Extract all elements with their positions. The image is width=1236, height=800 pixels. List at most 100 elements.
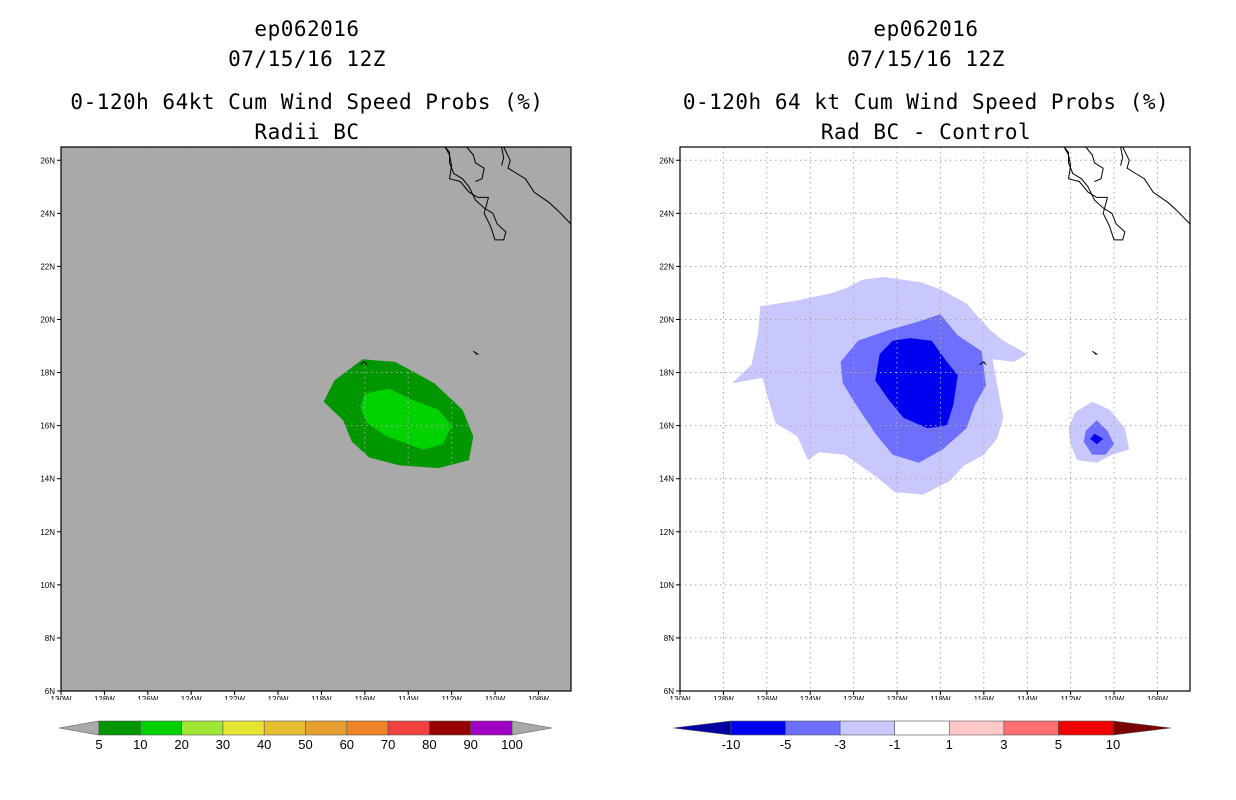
left-x-tick-label: 108W xyxy=(528,695,549,700)
left-x-tick-label: 116W xyxy=(355,695,376,700)
right-y-tick-label: 18N xyxy=(659,369,674,378)
right-chart-title: 0-120h 64 kt Cum Wind Speed Probs (%) xyxy=(682,90,1170,114)
right-colorbar-label: -3 xyxy=(834,737,846,752)
left-x-tick-label: 118W xyxy=(311,695,332,700)
right-datetime: 07/15/16 12Z xyxy=(847,47,1005,71)
right-colorbar-over-triangle xyxy=(1112,720,1172,736)
right-x-tick-label: 110W xyxy=(1104,695,1125,700)
left-chart-title: 0-120h 64kt Cum Wind Speed Probs (%) xyxy=(70,90,544,114)
left-colorbar-over-triangle xyxy=(511,720,553,736)
right-x-tick-label: 108W xyxy=(1147,695,1168,700)
left-coastline xyxy=(466,146,485,182)
left-colorbar-label: 80 xyxy=(422,737,436,752)
right-contour-5 xyxy=(875,338,958,429)
left-x-tick-label: 130W xyxy=(51,695,72,700)
left-colorbar-segment xyxy=(429,720,471,736)
right-colorbar-label: 10 xyxy=(1106,737,1120,752)
right-x-tick-label: 124W xyxy=(800,695,821,700)
right-y-tick-label: 10N xyxy=(659,581,674,590)
left-map-panel: 130W 128W 126W 124W 122W 120W 118W 116W 114W 112W… xyxy=(40,146,572,700)
left-colorbar-segment xyxy=(98,720,141,736)
right-colorbar-segment xyxy=(1003,720,1059,736)
left-coastline xyxy=(473,350,480,355)
left-x-tick-label: 110W xyxy=(485,695,506,700)
left-y-tick-label: 14N xyxy=(40,475,55,484)
right-colorbar-segment xyxy=(1058,720,1114,736)
right-x-tick-label: 130W xyxy=(670,695,691,700)
right-colorbar-label: -1 xyxy=(889,737,901,752)
right-x-tick-label: 118W xyxy=(930,695,951,700)
left-coastline xyxy=(503,146,572,225)
left-colorbar-under-triangle xyxy=(58,720,100,736)
right-y-tick-label: 14N xyxy=(659,475,674,484)
left-colorbar: 5 10 20 30 40 50 60 70 80 90 100 xyxy=(58,720,553,752)
right-chart-subtitle: Rad BC - Control xyxy=(820,120,1032,144)
left-colorbar-label: 90 xyxy=(463,737,477,752)
right-coastline xyxy=(1085,146,1104,182)
left-y-tick-label: 18N xyxy=(40,369,55,378)
left-coastline xyxy=(501,146,505,166)
right-contour-6 xyxy=(1090,433,1104,445)
left-plot-frame xyxy=(60,146,572,692)
right-colorbar-under-triangle xyxy=(672,720,732,736)
left-colorbar-segment xyxy=(305,720,348,736)
right-y-tick-label: 16N xyxy=(659,422,674,431)
right-coastline xyxy=(1122,146,1191,225)
right-coastline xyxy=(1063,146,1108,198)
left-datetime: 07/15/16 12Z xyxy=(228,47,386,71)
right-y-tick-label: 6N xyxy=(664,687,674,696)
right-colorbar-segment xyxy=(730,720,786,736)
right-title-block: ep062016 07/15/16 12Z 0-120h 64 kt Cum W… xyxy=(646,14,1206,147)
left-colorbar-segment xyxy=(470,720,513,736)
left-x-tick-label: 128W xyxy=(94,695,115,700)
right-x-tick-label: 116W xyxy=(974,695,995,700)
right-x-tick-label: 112W xyxy=(1060,695,1081,700)
left-colorbar-label: 40 xyxy=(257,737,271,752)
left-y-tick-label: 6N xyxy=(45,687,55,696)
left-coastline xyxy=(444,146,489,198)
right-plot-frame xyxy=(679,146,1191,692)
right-x-tick-label: 114W xyxy=(1017,695,1038,700)
right-x-tick-label: 120W xyxy=(887,695,908,700)
right-colorbar-segment xyxy=(785,720,841,736)
right-colorbar-label: 5 xyxy=(1055,737,1062,752)
left-colorbar-label: 5 xyxy=(95,737,102,752)
right-colorbar: -10 -5 -3 -1 1 3 5 10 xyxy=(672,720,1172,752)
left-plot-background xyxy=(61,147,571,691)
left-y-tick-label: 24N xyxy=(40,209,55,218)
right-y-tick-label: 22N xyxy=(659,262,674,271)
left-x-tick-label: 126W xyxy=(137,695,158,700)
left-x-tick-label: 124W xyxy=(181,695,202,700)
left-colorbar-segment xyxy=(181,720,224,736)
left-colorbar-segment xyxy=(346,720,389,736)
right-colorbar-segment xyxy=(948,720,1005,736)
left-storm-id: ep062016 xyxy=(254,17,360,41)
left-x-tick-label: 122W xyxy=(224,695,245,700)
left-colorbar-segment xyxy=(222,720,265,736)
right-gridlines xyxy=(679,147,1190,692)
right-x-tick-label: 126W xyxy=(756,695,777,700)
left-y-tick-label: 22N xyxy=(40,262,55,271)
right-y-tick-label: 20N xyxy=(659,315,674,324)
left-colorbar-label: 50 xyxy=(298,737,312,752)
left-colorbar-segment xyxy=(140,720,182,736)
right-colorbar-label: 1 xyxy=(946,737,953,752)
right-coastline xyxy=(1120,146,1124,166)
right-colorbar-label: 3 xyxy=(1000,737,1007,752)
right-y-tick-label: 8N xyxy=(664,634,674,643)
right-colorbar-label: -5 xyxy=(780,737,792,752)
left-colorbar-label: 70 xyxy=(381,737,395,752)
left-y-tick-label: 26N xyxy=(40,156,55,165)
left-colorbar-label: 20 xyxy=(174,737,188,752)
left-contour-2 xyxy=(360,388,452,450)
right-colorbar-segment xyxy=(839,720,896,736)
left-colorbar-label: 10 xyxy=(133,737,147,752)
right-coastline xyxy=(979,361,987,366)
left-colorbar-label: 60 xyxy=(340,737,354,752)
right-y-tick-label: 26N xyxy=(659,156,674,165)
right-colorbar-label: -10 xyxy=(722,737,741,752)
left-y-tick-label: 16N xyxy=(40,422,55,431)
left-x-tick-label: 114W xyxy=(398,695,419,700)
left-y-tick-label: 12N xyxy=(40,528,55,537)
left-x-tick-label: 120W xyxy=(268,695,289,700)
